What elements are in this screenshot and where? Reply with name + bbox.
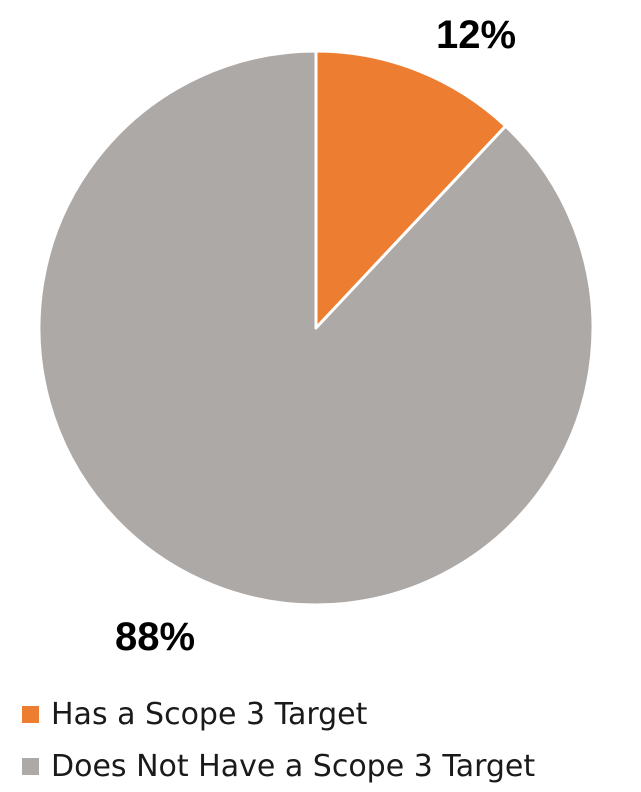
legend-label-no-target: Does Not Have a Scope 3 Target	[51, 748, 536, 784]
pie-slice-no-target	[37, 49, 595, 607]
legend-swatch-no-target	[22, 757, 39, 775]
pie-slice-has-target	[314, 49, 508, 330]
data-label-no-target: 88%	[115, 615, 195, 659]
chart-legend: Has a Scope 3 Target Does Not Have a Sco…	[22, 688, 535, 792]
legend-item-has-target: Has a Scope 3 Target	[22, 688, 535, 740]
legend-swatch-has-target	[22, 705, 39, 723]
legend-label-has-target: Has a Scope 3 Target	[51, 696, 368, 732]
pie-data-labels: 12% 88%	[115, 13, 516, 659]
data-label-has-target: 12%	[436, 13, 516, 57]
pie-slices	[37, 49, 595, 607]
legend-item-no-target: Does Not Have a Scope 3 Target	[22, 740, 535, 792]
